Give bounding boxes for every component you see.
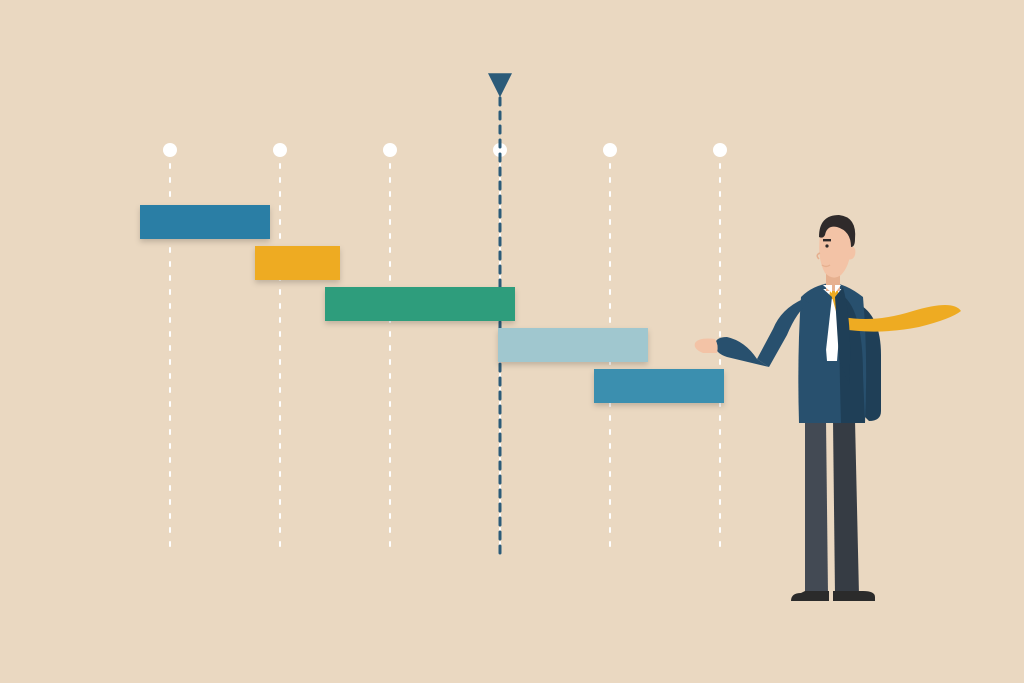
gantt-bar-3: [498, 328, 648, 362]
column-dot-2: [383, 143, 397, 157]
scene-svg: [0, 0, 1024, 683]
shoe-right: [833, 591, 875, 601]
gantt-bar-0: [140, 205, 270, 239]
eye: [825, 244, 828, 247]
gantt-bar-4: [594, 369, 724, 403]
column-dot-4: [603, 143, 617, 157]
pants-right: [833, 420, 859, 595]
stage: [0, 0, 1024, 683]
pants-left: [805, 420, 828, 595]
column-dot-0: [163, 143, 177, 157]
gantt-bar-1: [255, 246, 340, 280]
gantt-bar-2: [325, 287, 515, 321]
eyebrow: [823, 239, 831, 241]
column-dot-1: [273, 143, 287, 157]
column-dot-5: [713, 143, 727, 157]
